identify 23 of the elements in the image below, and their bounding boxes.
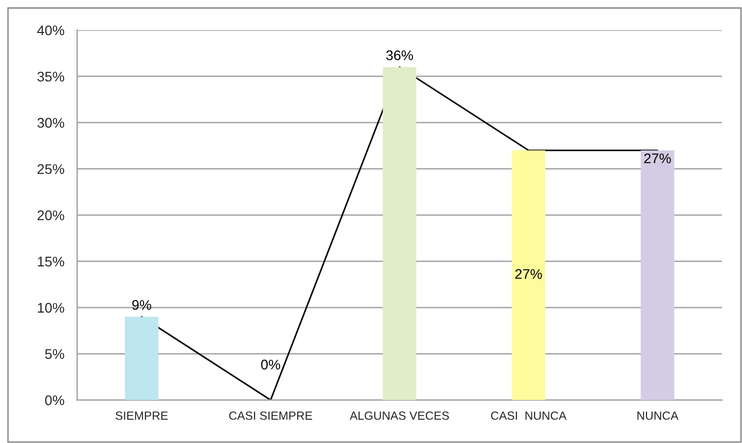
y-tick-label: 25% xyxy=(38,164,64,174)
y-tick-label: 0% xyxy=(45,395,64,406)
x-tick-label: CASI SIEMPRE xyxy=(229,411,312,420)
bar xyxy=(382,67,416,400)
y-tick-label: 35% xyxy=(37,72,64,82)
data-label: 27% xyxy=(515,269,542,279)
data-label: 9% xyxy=(132,300,152,310)
y-tick-label: 10% xyxy=(38,302,64,313)
y-tick-label: 20% xyxy=(38,210,64,220)
bar xyxy=(512,150,546,400)
y-tick-label: 40% xyxy=(37,25,64,36)
y-tick-label: 30% xyxy=(37,118,64,128)
data-label: 27% xyxy=(644,153,671,164)
data-label: 36% xyxy=(386,50,413,60)
x-tick-label: CASI NUNCA xyxy=(491,411,567,420)
bar xyxy=(124,316,158,400)
bar xyxy=(640,150,674,400)
x-tick-label: NUNCA xyxy=(637,411,678,420)
y-tick-label: 5% xyxy=(45,349,64,359)
x-tick-label: ALGUNAS VECES xyxy=(350,411,449,420)
x-tick-label: SIEMPRE xyxy=(116,411,168,420)
data-label: 0% xyxy=(261,360,280,370)
y-tick-label: 15% xyxy=(38,256,64,266)
